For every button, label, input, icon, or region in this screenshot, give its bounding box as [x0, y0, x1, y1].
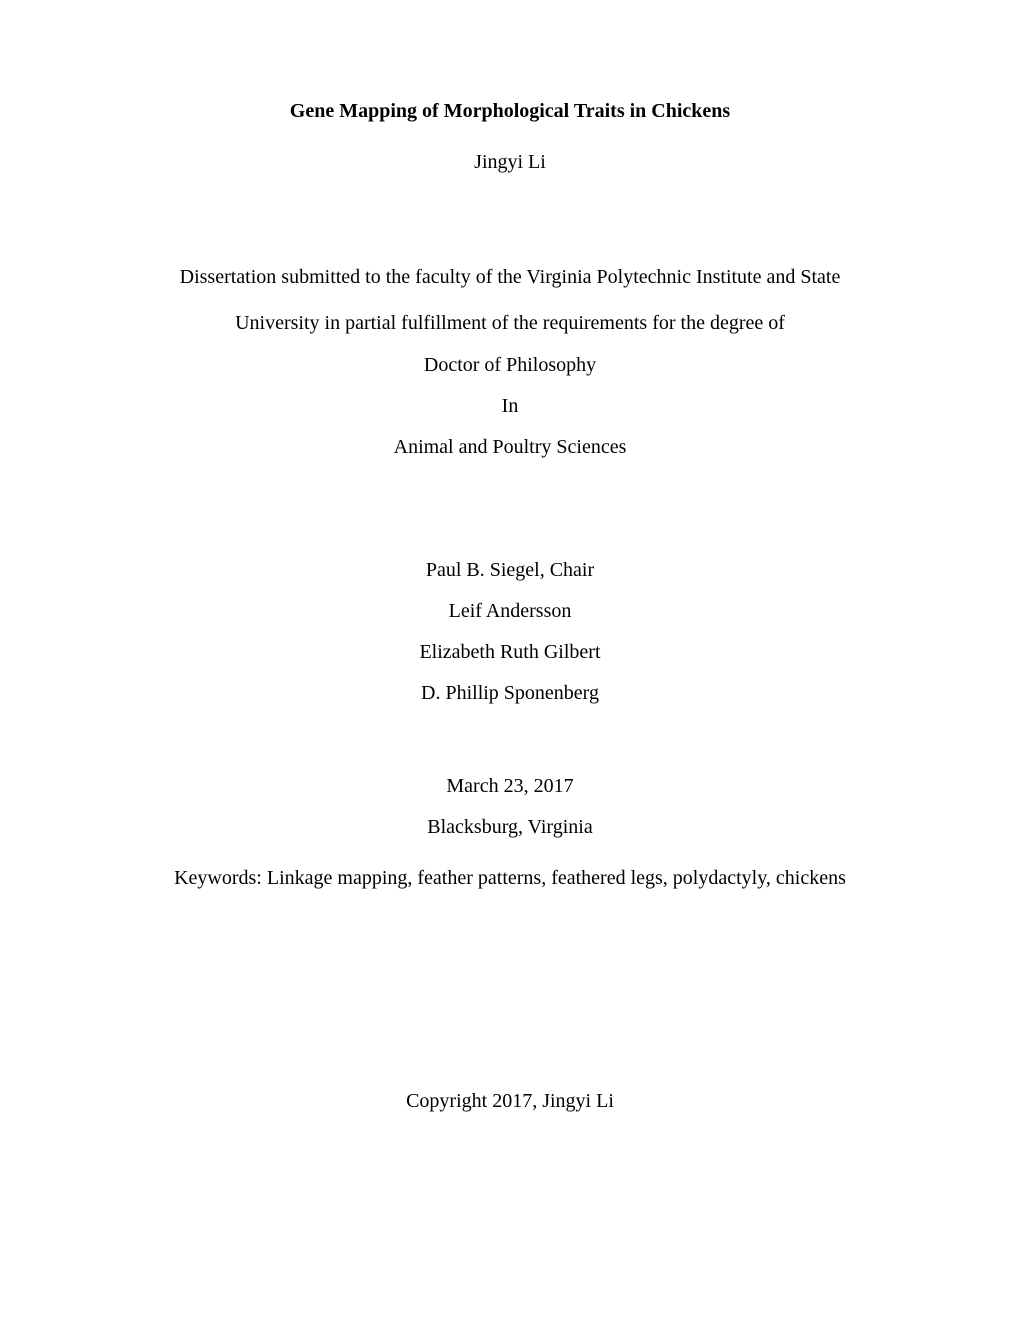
submission-statement-line-2: University in partial fulfillment of the… — [120, 300, 900, 346]
dissertation-title: Gene Mapping of Morphological Traits in … — [120, 100, 900, 123]
department-name: Animal and Poultry Sciences — [120, 436, 900, 459]
committee-chair: Paul B. Siegel, Chair — [120, 559, 900, 582]
committee-member-2: Elizabeth Ruth Gilbert — [120, 641, 900, 664]
committee-member-3: D. Phillip Sponenberg — [120, 682, 900, 705]
submission-statement-line-1: Dissertation submitted to the faculty of… — [120, 254, 900, 300]
defense-date: March 23, 2017 — [120, 775, 900, 798]
keywords: Keywords: Linkage mapping, feather patte… — [120, 867, 900, 890]
degree-name: Doctor of Philosophy — [120, 354, 900, 377]
in-word: In — [120, 395, 900, 418]
committee-member-1: Leif Andersson — [120, 600, 900, 623]
author-name: Jingyi Li — [120, 151, 900, 174]
committee-block: Paul B. Siegel, Chair Leif Andersson Eli… — [120, 559, 900, 705]
copyright-notice: Copyright 2017, Jingyi Li — [120, 1090, 900, 1113]
defense-location: Blacksburg, Virginia — [120, 816, 900, 839]
